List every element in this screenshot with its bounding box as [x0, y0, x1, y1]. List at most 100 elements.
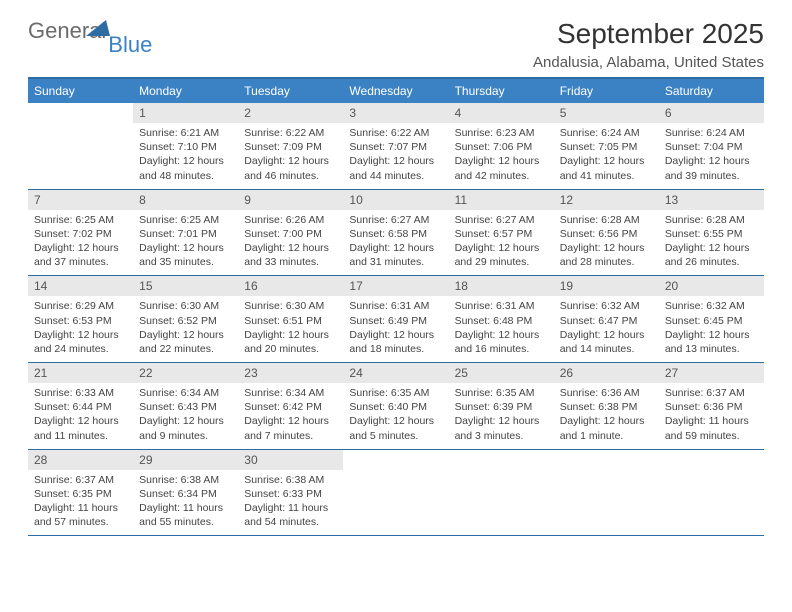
- day-number: 21: [28, 363, 133, 383]
- calendar-cell: 13 Sunrise: 6:28 AMSunset: 6:55 PMDayligh…: [659, 190, 764, 277]
- sunrise-line: Sunrise: 6:38 AM: [139, 473, 232, 487]
- day-body: Sunrise: 6:32 AMSunset: 6:45 PMDaylight:…: [659, 299, 764, 356]
- calendar-cell: 30 Sunrise: 6:38 AMSunset: 6:33 PMDayligh…: [238, 450, 343, 537]
- day-body: Sunrise: 6:28 AMSunset: 6:55 PMDaylight:…: [659, 213, 764, 270]
- day-number: 18: [449, 276, 554, 296]
- day-body: Sunrise: 6:25 AMSunset: 7:02 PMDaylight:…: [28, 213, 133, 270]
- daylight-line: Daylight: 11 hours and 57 minutes.: [34, 501, 127, 529]
- day-body: Sunrise: 6:23 AMSunset: 7:06 PMDaylight:…: [449, 126, 554, 183]
- location: Andalusia, Alabama, United States: [533, 54, 764, 71]
- day-body: Sunrise: 6:32 AMSunset: 6:47 PMDaylight:…: [554, 299, 659, 356]
- logo-triangle-icon: [86, 18, 110, 41]
- sunrise-line: Sunrise: 6:21 AM: [139, 126, 232, 140]
- sunrise-line: Sunrise: 6:27 AM: [455, 213, 548, 227]
- daylight-line: Daylight: 12 hours and 5 minutes.: [349, 414, 442, 442]
- day-body: Sunrise: 6:36 AMSunset: 6:38 PMDaylight:…: [554, 386, 659, 443]
- daylight-line: Daylight: 12 hours and 41 minutes.: [560, 154, 653, 182]
- daylight-line: Daylight: 12 hours and 35 minutes.: [139, 241, 232, 269]
- daylight-line: Daylight: 12 hours and 1 minute.: [560, 414, 653, 442]
- weekday-header: Monday: [133, 79, 238, 103]
- day-body: Sunrise: 6:35 AMSunset: 6:39 PMDaylight:…: [449, 386, 554, 443]
- daylight-line: Daylight: 12 hours and 9 minutes.: [139, 414, 232, 442]
- calendar-cell: [28, 103, 133, 190]
- calendar-cell: 20 Sunrise: 6:32 AMSunset: 6:45 PMDayligh…: [659, 276, 764, 363]
- sunset-line: Sunset: 6:43 PM: [139, 400, 232, 414]
- sunset-line: Sunset: 6:51 PM: [244, 314, 337, 328]
- daylight-line: Daylight: 12 hours and 46 minutes.: [244, 154, 337, 182]
- sunset-line: Sunset: 7:06 PM: [455, 140, 548, 154]
- daylight-line: Daylight: 11 hours and 59 minutes.: [665, 414, 758, 442]
- day-number: 1: [133, 103, 238, 123]
- sunset-line: Sunset: 7:10 PM: [139, 140, 232, 154]
- day-number: 20: [659, 276, 764, 296]
- calendar-grid: SundayMondayTuesdayWednesdayThursdayFrid…: [28, 77, 764, 536]
- day-number: 25: [449, 363, 554, 383]
- sunset-line: Sunset: 6:49 PM: [349, 314, 442, 328]
- sunrise-line: Sunrise: 6:25 AM: [139, 213, 232, 227]
- sunrise-line: Sunrise: 6:31 AM: [349, 299, 442, 313]
- sunrise-line: Sunrise: 6:22 AM: [244, 126, 337, 140]
- sunrise-line: Sunrise: 6:27 AM: [349, 213, 442, 227]
- calendar-cell: 5 Sunrise: 6:24 AMSunset: 7:05 PMDaylight…: [554, 103, 659, 190]
- sunset-line: Sunset: 6:38 PM: [560, 400, 653, 414]
- day-body: Sunrise: 6:35 AMSunset: 6:40 PMDaylight:…: [343, 386, 448, 443]
- sunset-line: Sunset: 6:57 PM: [455, 227, 548, 241]
- daylight-line: Daylight: 12 hours and 7 minutes.: [244, 414, 337, 442]
- day-number: 29: [133, 450, 238, 470]
- day-body: Sunrise: 6:38 AMSunset: 6:33 PMDaylight:…: [238, 473, 343, 530]
- daylight-line: Daylight: 12 hours and 3 minutes.: [455, 414, 548, 442]
- day-number: 19: [554, 276, 659, 296]
- day-number: 7: [28, 190, 133, 210]
- calendar-cell: 22Sunrise: 6:34 AMSunset: 6:43 PMDayligh…: [133, 363, 238, 450]
- sunset-line: Sunset: 6:45 PM: [665, 314, 758, 328]
- day-body: Sunrise: 6:29 AMSunset: 6:53 PMDaylight:…: [28, 299, 133, 356]
- sunrise-line: Sunrise: 6:35 AM: [455, 386, 548, 400]
- title-block: September 2025 Andalusia, Alabama, Unite…: [533, 18, 764, 71]
- day-body: Sunrise: 6:21 AMSunset: 7:10 PMDaylight:…: [133, 126, 238, 183]
- daylight-line: Daylight: 12 hours and 29 minutes.: [455, 241, 548, 269]
- calendar-cell: 19 Sunrise: 6:32 AMSunset: 6:47 PMDayligh…: [554, 276, 659, 363]
- sunrise-line: Sunrise: 6:31 AM: [455, 299, 548, 313]
- calendar-cell: 11Sunrise: 6:27 AMSunset: 6:57 PMDayligh…: [449, 190, 554, 277]
- day-number: 15: [133, 276, 238, 296]
- sunrise-line: Sunrise: 6:32 AM: [560, 299, 653, 313]
- daylight-line: Daylight: 12 hours and 24 minutes.: [34, 328, 127, 356]
- calendar-cell: 25 Sunrise: 6:35 AMSunset: 6:39 PMDayligh…: [449, 363, 554, 450]
- day-body: Sunrise: 6:26 AMSunset: 7:00 PMDaylight:…: [238, 213, 343, 270]
- day-body: Sunrise: 6:27 AMSunset: 6:58 PMDaylight:…: [343, 213, 448, 270]
- sunset-line: Sunset: 6:55 PM: [665, 227, 758, 241]
- sunrise-line: Sunrise: 6:34 AM: [139, 386, 232, 400]
- daylight-line: Daylight: 12 hours and 22 minutes.: [139, 328, 232, 356]
- day-number: 5: [554, 103, 659, 123]
- calendar-cell: 24Sunrise: 6:35 AMSunset: 6:40 PMDayligh…: [343, 363, 448, 450]
- daylight-line: Daylight: 12 hours and 18 minutes.: [349, 328, 442, 356]
- day-number: 30: [238, 450, 343, 470]
- sunset-line: Sunset: 6:34 PM: [139, 487, 232, 501]
- daylight-line: Daylight: 12 hours and 48 minutes.: [139, 154, 232, 182]
- sunset-line: Sunset: 7:09 PM: [244, 140, 337, 154]
- calendar-cell: [449, 450, 554, 537]
- day-number: 10: [343, 190, 448, 210]
- day-body: Sunrise: 6:24 AMSunset: 7:05 PMDaylight:…: [554, 126, 659, 183]
- calendar-cell: 10 Sunrise: 6:27 AMSunset: 6:58 PMDayligh…: [343, 190, 448, 277]
- day-number: 26: [554, 363, 659, 383]
- day-number: 13: [659, 190, 764, 210]
- calendar-cell: 8Sunrise: 6:25 AMSunset: 7:01 PMDaylight…: [133, 190, 238, 277]
- day-body: Sunrise: 6:34 AMSunset: 6:43 PMDaylight:…: [133, 386, 238, 443]
- calendar-cell: 17Sunrise: 6:31 AMSunset: 6:49 PMDayligh…: [343, 276, 448, 363]
- sunset-line: Sunset: 6:39 PM: [455, 400, 548, 414]
- logo: General Blue: [28, 18, 178, 44]
- day-body: Sunrise: 6:27 AMSunset: 6:57 PMDaylight:…: [449, 213, 554, 270]
- day-number: 9: [238, 190, 343, 210]
- sunset-line: Sunset: 7:01 PM: [139, 227, 232, 241]
- sunrise-line: Sunrise: 6:24 AM: [560, 126, 653, 140]
- calendar-cell: 29Sunrise: 6:38 AMSunset: 6:34 PMDayligh…: [133, 450, 238, 537]
- day-body: Sunrise: 6:33 AMSunset: 6:44 PMDaylight:…: [28, 386, 133, 443]
- calendar-cell: 23Sunrise: 6:34 AMSunset: 6:42 PMDayligh…: [238, 363, 343, 450]
- sunrise-line: Sunrise: 6:28 AM: [560, 213, 653, 227]
- calendar-cell: 28Sunrise: 6:37 AMSunset: 6:35 PMDayligh…: [28, 450, 133, 537]
- sunset-line: Sunset: 6:42 PM: [244, 400, 337, 414]
- day-body: Sunrise: 6:34 AMSunset: 6:42 PMDaylight:…: [238, 386, 343, 443]
- daylight-line: Daylight: 12 hours and 13 minutes.: [665, 328, 758, 356]
- sunset-line: Sunset: 6:53 PM: [34, 314, 127, 328]
